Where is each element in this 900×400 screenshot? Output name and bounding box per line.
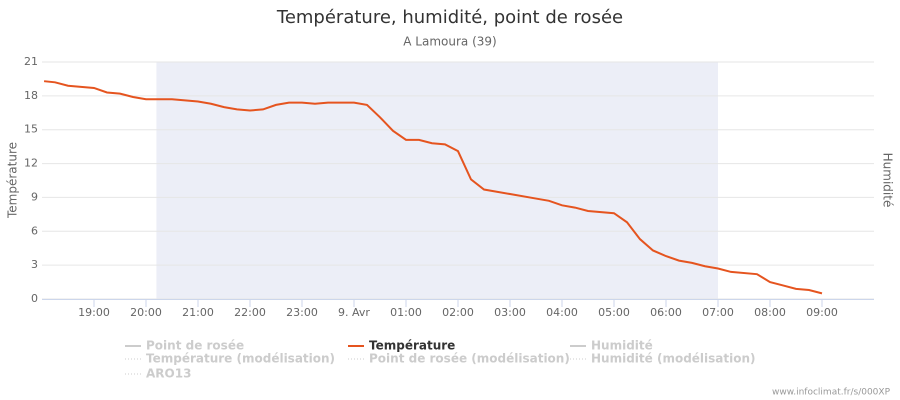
legend-item[interactable]: Température xyxy=(369,339,455,353)
x-tick-label: 05:00 xyxy=(598,306,630,319)
y-tick-label: 0 xyxy=(31,292,38,305)
x-tick-label: 01:00 xyxy=(390,306,422,319)
y-tick-label: 21 xyxy=(24,55,38,68)
legend-item[interactable]: Température (modélisation) xyxy=(146,352,335,366)
x-tick-label: 23:00 xyxy=(286,306,318,319)
credits: www.infoclimat.fr/s/000XP xyxy=(772,388,891,398)
y-tick-label: 9 xyxy=(31,190,38,203)
y-tick-label: 12 xyxy=(24,157,38,170)
legend-item[interactable]: Humidité xyxy=(591,339,653,353)
x-tick-label: 04:00 xyxy=(546,306,578,319)
x-tick-label: 21:00 xyxy=(182,306,214,319)
x-tick-label: 08:00 xyxy=(754,306,786,319)
temperature-line xyxy=(43,80,823,295)
x-tick-label: 03:00 xyxy=(494,306,526,319)
y2-axis-title: Humidité xyxy=(881,153,895,208)
y-tick-label: 3 xyxy=(31,258,38,271)
x-tick-label: 20:00 xyxy=(130,306,162,319)
x-tick-label: 9. Avr xyxy=(338,306,370,319)
x-tick-label: 22:00 xyxy=(234,306,266,319)
chart-title: Température, humidité, point de rosée xyxy=(276,7,623,28)
legend-item[interactable]: ARO13 xyxy=(146,367,191,381)
x-tick-label: 07:00 xyxy=(702,306,734,319)
legend-item[interactable]: Point de rosée xyxy=(146,339,244,353)
legend-item[interactable]: Point de rosée (modélisation) xyxy=(369,352,570,366)
y-tick-label: 15 xyxy=(24,123,38,136)
x-tick-label: 06:00 xyxy=(650,306,682,319)
y-tick-label: 6 xyxy=(31,224,38,237)
legend-item[interactable]: Humidité (modélisation) xyxy=(591,352,756,366)
chart-subtitle: A Lamoura (39) xyxy=(403,35,496,49)
y-axis-title: Température xyxy=(6,142,20,219)
x-tick-label: 19:00 xyxy=(78,306,110,319)
plot-band xyxy=(156,62,718,299)
x-tick-label: 02:00 xyxy=(442,306,474,319)
x-tick-label: 09:00 xyxy=(806,306,838,319)
y-tick-label: 18 xyxy=(24,89,38,102)
